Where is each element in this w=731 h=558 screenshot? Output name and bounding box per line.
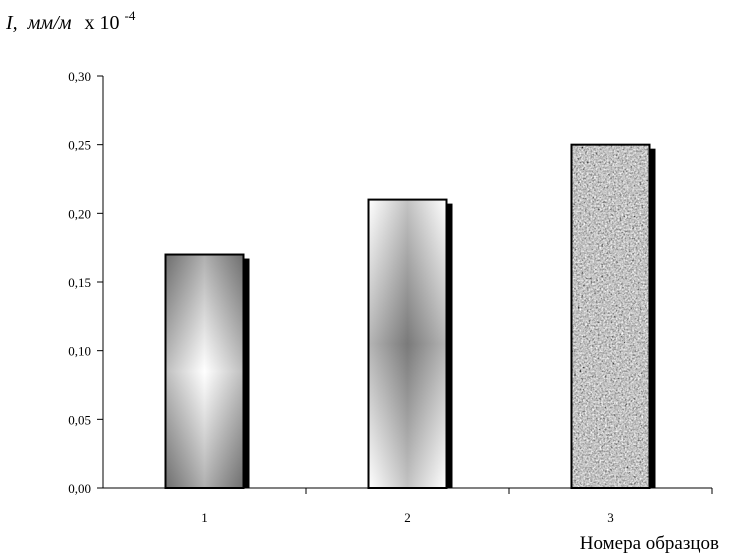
bar — [570, 143, 651, 490]
x-tick-label: 1 — [201, 510, 208, 525]
bar — [164, 253, 245, 489]
bar-fill-layer — [571, 144, 650, 488]
y-axis-label: I, мм/м x 10 -4 — [5, 8, 136, 34]
bar-fill-layer — [368, 199, 447, 488]
x-axis-label: Номера образцов — [580, 533, 719, 554]
bar-outline — [164, 253, 245, 489]
y-axis-multiplier: x 10 — [85, 12, 120, 34]
bar-outline — [570, 143, 651, 490]
y-ticks: 0,00 0,05 0,10 0,15 0,20 0,25 0,30 — [68, 69, 103, 496]
x-tick-label: 3 — [607, 510, 614, 525]
y-axis-exponent: -4 — [125, 8, 136, 23]
y-axis-unit: мм/м — [27, 12, 72, 34]
y-tick-label: 0,30 — [68, 69, 91, 84]
x-ticks: 1 2 3 — [201, 488, 713, 525]
y-tick-label: 0,20 — [68, 206, 91, 221]
x-tick-label: 2 — [404, 510, 411, 525]
y-tick-label: 0,15 — [68, 275, 91, 290]
y-tick-label: 0,10 — [68, 344, 91, 359]
y-tick-label: 0,05 — [68, 412, 91, 427]
bar-outline — [367, 198, 448, 489]
y-tick-label: 0,00 — [68, 481, 91, 496]
bar-fill-layer — [165, 254, 244, 488]
bars — [164, 143, 651, 490]
y-axis-symbol: I, — [5, 12, 18, 34]
bar — [367, 198, 448, 489]
y-tick-label: 0,25 — [68, 138, 91, 153]
